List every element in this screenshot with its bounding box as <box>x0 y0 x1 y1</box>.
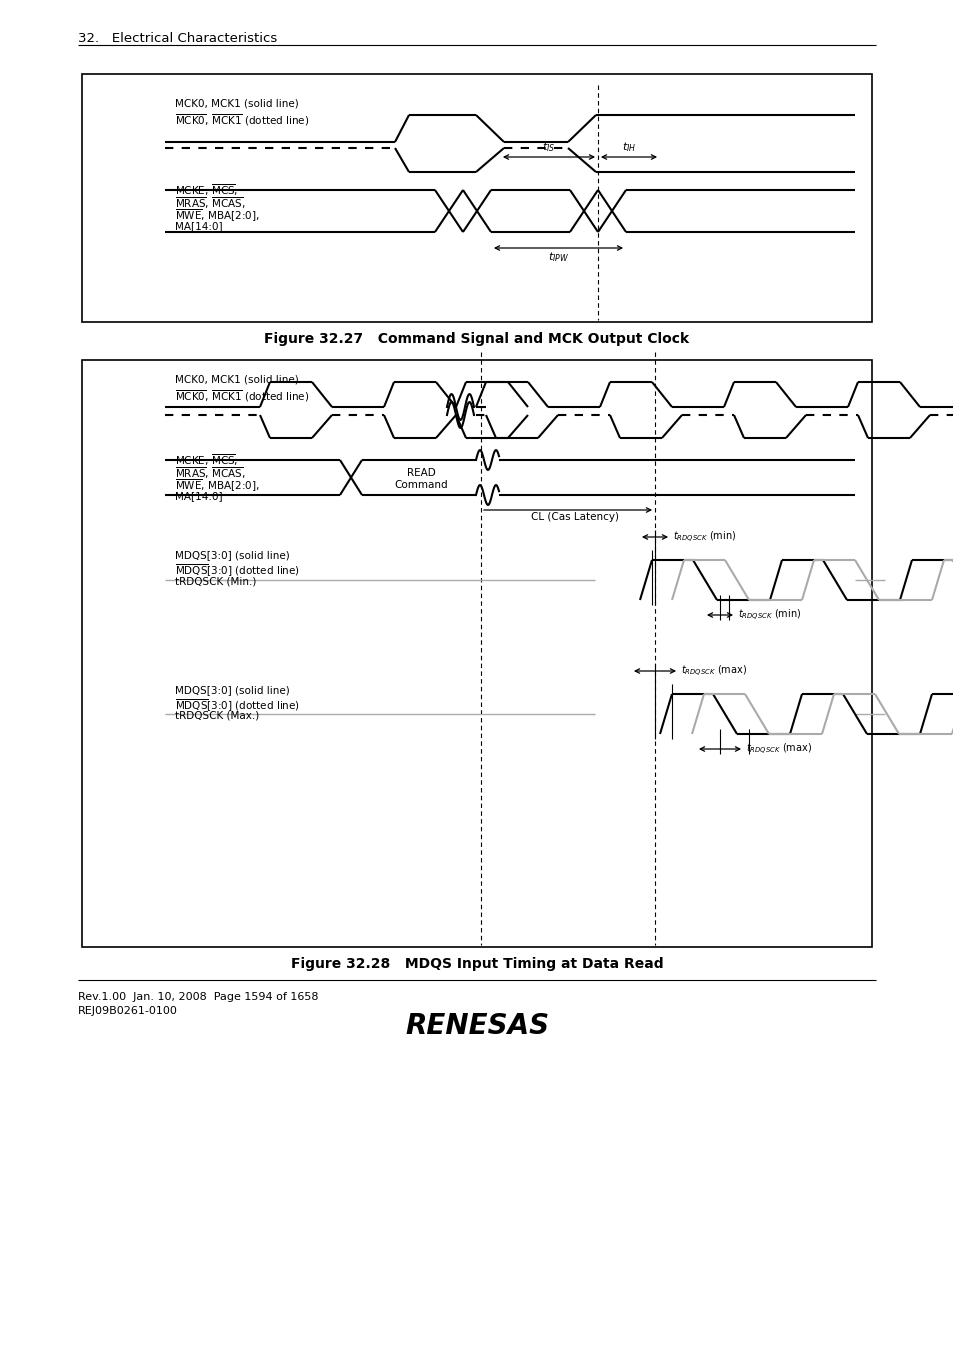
Text: $t_{IPW}$: $t_{IPW}$ <box>547 250 569 263</box>
Text: MCKE, $\overline{\mathregular{MCS}}$,: MCKE, $\overline{\mathregular{MCS}}$, <box>174 452 238 467</box>
Text: MDQS[3:0] (solid line): MDQS[3:0] (solid line) <box>174 549 290 560</box>
Text: Figure 32.28   MDQS Input Timing at Data Read: Figure 32.28 MDQS Input Timing at Data R… <box>291 957 662 971</box>
Text: $t_{IS}$: $t_{IS}$ <box>541 140 555 154</box>
Text: $\overline{\mathregular{MWE}}$, MBA[2:0],: $\overline{\mathregular{MWE}}$, MBA[2:0]… <box>174 478 259 494</box>
Text: $\overline{\mathregular{MRAS}}$, $\overline{\mathregular{MCAS}}$,: $\overline{\mathregular{MRAS}}$, $\overl… <box>174 194 246 211</box>
Text: MDQS[3:0] (solid line): MDQS[3:0] (solid line) <box>174 684 290 695</box>
Text: Command: Command <box>395 479 448 490</box>
Text: READ: READ <box>407 467 436 478</box>
Text: MA[14:0]: MA[14:0] <box>174 221 222 231</box>
Text: MCK0, MCK1 (solid line): MCK0, MCK1 (solid line) <box>174 99 298 108</box>
Text: $\overline{\mathregular{MDQS}}$[3:0] (dotted line): $\overline{\mathregular{MDQS}}$[3:0] (do… <box>174 563 299 579</box>
Text: tRDQSCK (Min.): tRDQSCK (Min.) <box>174 576 256 586</box>
Text: $\overline{\mathregular{MCK0}}$, $\overline{\mathregular{MCK1}}$ (dotted line): $\overline{\mathregular{MCK0}}$, $\overl… <box>174 112 309 128</box>
Text: CL (Cas Latency): CL (Cas Latency) <box>531 512 618 522</box>
Text: REJ09B0261-0100: REJ09B0261-0100 <box>78 1006 177 1017</box>
Bar <box>82 360 871 946</box>
Text: $t_{IH}$: $t_{IH}$ <box>621 140 636 154</box>
Bar <box>82 74 871 323</box>
Text: RENESAS: RENESAS <box>404 1012 549 1040</box>
Text: Rev.1.00  Jan. 10, 2008  Page 1594 of 1658: Rev.1.00 Jan. 10, 2008 Page 1594 of 1658 <box>78 992 318 1002</box>
Text: $\overline{\mathregular{MRAS}}$, $\overline{\mathregular{MCAS}}$,: $\overline{\mathregular{MRAS}}$, $\overl… <box>174 464 246 481</box>
Text: $\overline{\mathregular{MCK0}}$, $\overline{\mathregular{MCK1}}$ (dotted line): $\overline{\mathregular{MCK0}}$, $\overl… <box>174 387 309 404</box>
Text: $t_{RDQSCK}$ (min): $t_{RDQSCK}$ (min) <box>672 529 736 544</box>
Text: Figure 32.27   Command Signal and MCK Output Clock: Figure 32.27 Command Signal and MCK Outp… <box>264 332 689 346</box>
Text: 32.   Electrical Characteristics: 32. Electrical Characteristics <box>78 32 277 45</box>
Text: $t_{RDQSCK}$ (min): $t_{RDQSCK}$ (min) <box>738 608 801 622</box>
Text: $t_{RDQSCK}$ (max): $t_{RDQSCK}$ (max) <box>680 663 746 679</box>
Text: $\overline{\mathregular{MWE}}$, MBA[2:0],: $\overline{\mathregular{MWE}}$, MBA[2:0]… <box>174 208 259 224</box>
Text: $t_{RDQSCK}$ (max): $t_{RDQSCK}$ (max) <box>745 741 811 756</box>
Text: tRDQSCK (Max.): tRDQSCK (Max.) <box>174 711 259 721</box>
Text: MCKE, $\overline{\mathregular{MCS}}$,: MCKE, $\overline{\mathregular{MCS}}$, <box>174 182 238 197</box>
Text: MA[14:0]: MA[14:0] <box>174 491 222 501</box>
Text: $\overline{\mathregular{MDQS}}$[3:0] (dotted line): $\overline{\mathregular{MDQS}}$[3:0] (do… <box>174 698 299 714</box>
Text: MCK0, MCK1 (solid line): MCK0, MCK1 (solid line) <box>174 375 298 385</box>
